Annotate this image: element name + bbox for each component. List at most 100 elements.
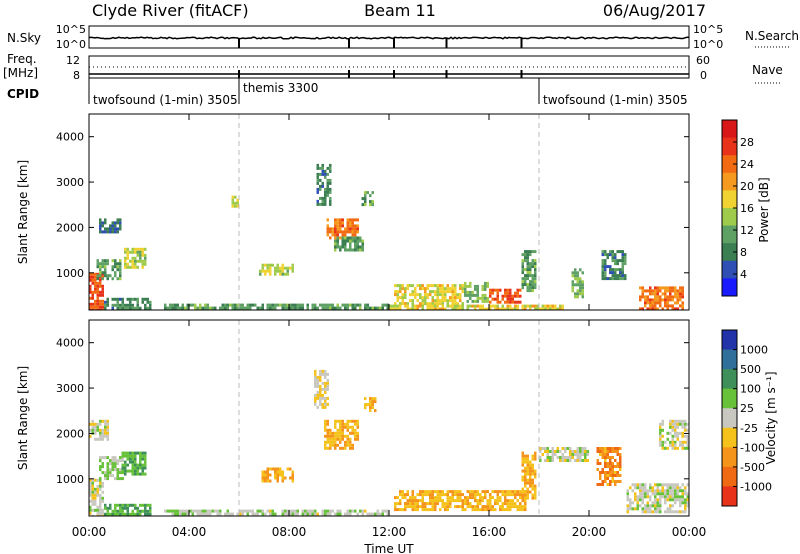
heatmap-cell (319, 390, 322, 394)
heatmap-cell (209, 512, 212, 516)
heatmap-cell (609, 474, 612, 477)
heatmap-cell (419, 284, 422, 288)
heatmap-cell (204, 303, 207, 307)
heatmap-cell (556, 307, 559, 310)
heatmap-cell (524, 478, 527, 482)
heatmap-cell (339, 512, 342, 516)
heatmap-cell (89, 484, 92, 488)
heatmap-cell (101, 305, 104, 309)
heatmap-cell (464, 496, 467, 500)
heatmap-cell (534, 457, 537, 461)
heatmap-cell (89, 490, 92, 494)
heatmap-cell (404, 496, 407, 500)
heatmap-cell (684, 507, 687, 511)
heatmap-cell (646, 301, 649, 305)
heatmap-cell (559, 456, 562, 459)
heatmap-cell (321, 181, 324, 185)
heatmap-cell (641, 498, 644, 502)
heatmap-cell (546, 459, 549, 462)
heatmap-cell (566, 456, 569, 459)
heatmap-cell (506, 505, 509, 509)
heatmap-cell (101, 230, 104, 234)
heatmap-cell (266, 476, 269, 480)
heatmap-cell (364, 306, 367, 310)
heatmap-cell (684, 504, 687, 508)
heatmap-cell (656, 295, 659, 299)
heatmap-cell (661, 440, 664, 444)
heatmap-cell (231, 201, 234, 205)
heatmap-cell (526, 304, 529, 308)
heatmap-cell (351, 230, 354, 234)
heatmap-cell (339, 230, 342, 234)
heatmap-cell (531, 289, 534, 293)
heatmap-cell (646, 504, 649, 508)
heatmap-cell (539, 447, 542, 450)
heatmap-cell (661, 422, 664, 426)
heatmap-cell (281, 479, 284, 483)
heatmap-cell (321, 306, 324, 310)
heatmap-cell (374, 409, 377, 413)
heatmap-cell (316, 163, 319, 167)
heatmap-cell (334, 233, 337, 237)
heatmap-cell (96, 514, 99, 516)
heatmap-cell (604, 471, 607, 474)
heatmap-cell (601, 268, 604, 272)
heatmap-cell (106, 462, 109, 466)
heatmap-cell (284, 303, 287, 307)
heatmap-cell (656, 286, 659, 290)
heatmap-cell (606, 253, 609, 257)
heatmap-cell (671, 298, 674, 302)
heatmap-cell (106, 509, 109, 513)
heatmap-cell (664, 304, 667, 308)
heatmap-cell (659, 431, 662, 435)
heatmap-cell (601, 259, 604, 263)
heatmap-cell (286, 509, 289, 513)
heatmap-cell (164, 509, 167, 513)
heatmap-cell (411, 493, 414, 497)
heatmap-cell (319, 196, 322, 200)
heatmap-cell (406, 284, 409, 288)
heatmap-cell (579, 277, 582, 281)
heatmap-cell (614, 471, 617, 474)
heatmap-cell (634, 495, 637, 499)
heatmap-cell (531, 484, 534, 488)
heatmap-cell (334, 218, 337, 222)
heatmap-cell (326, 187, 329, 191)
heatmap-cell (396, 496, 399, 500)
heatmap-cell (669, 492, 672, 496)
heatmap-cell (511, 493, 514, 497)
heatmap-cell (324, 187, 327, 191)
heatmap-cell (324, 384, 327, 388)
heatmap-cell (629, 501, 632, 505)
heatmap-cell (251, 512, 254, 516)
heatmap-cell (344, 239, 347, 243)
heatmap-cell (509, 508, 512, 512)
heatmap-cell (301, 509, 304, 513)
nsearch-bottom-tick: 10^0 (693, 38, 723, 51)
heatmap-cell (529, 460, 532, 464)
heatmap-cell (654, 292, 657, 296)
heatmap-cell (196, 509, 199, 513)
heatmap-cell (396, 508, 399, 512)
heatmap-cell (434, 307, 437, 310)
heatmap-cell (99, 278, 102, 282)
heatmap-cell (99, 484, 102, 488)
heatmap-cell (624, 277, 627, 281)
heatmap-cell (679, 486, 682, 490)
heatmap-cell (94, 437, 97, 441)
heatmap-cell (351, 221, 354, 225)
heatmap-cell (371, 397, 374, 401)
heatmap-cell (126, 250, 129, 254)
heatmap-cell (676, 301, 679, 305)
heatmap-cell (119, 512, 122, 516)
heatmap-cell (679, 298, 682, 302)
heatmap-cell (654, 301, 657, 305)
heatmap-cell (326, 419, 329, 423)
heatmap-cell (544, 307, 547, 310)
heatmap-cell (269, 479, 272, 483)
heatmap-cell (479, 499, 482, 503)
heatmap-cell (681, 425, 684, 429)
heatmap-cell (134, 451, 137, 455)
colorbar-swatch (722, 447, 737, 468)
heatmap-cell (496, 304, 499, 308)
